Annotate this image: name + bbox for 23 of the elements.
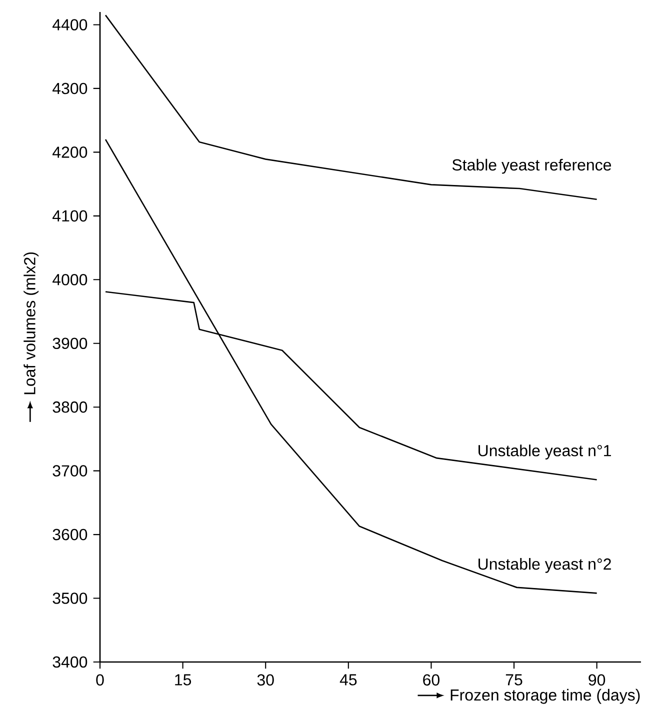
- series-label: Unstable yeast n°2: [478, 558, 611, 573]
- series-label: Unstable yeast n°1: [478, 444, 611, 460]
- y-tick-label: 4000: [52, 274, 88, 286]
- y-tick-label: 3800: [52, 401, 88, 413]
- x-tick-label: 90: [588, 674, 606, 686]
- y-tick-label: 3600: [52, 528, 88, 540]
- x-tick-label: 0: [96, 674, 104, 686]
- x-axis-title: Frozen storage time (days): [450, 688, 640, 704]
- x-tick-label: 30: [257, 674, 274, 686]
- y-tick-label: 3500: [52, 592, 88, 604]
- x-tick-label: 60: [423, 674, 440, 686]
- x-tick-label: 15: [175, 674, 192, 686]
- y-axis-title: Loaf volumes (mlx2): [24, 252, 39, 394]
- x-tick-label: 75: [506, 674, 522, 686]
- y-tick-label: 4100: [52, 210, 88, 222]
- y-tick-label: 3400: [52, 656, 88, 668]
- y-tick-label: 3900: [52, 338, 88, 350]
- y-tick-label: 4300: [52, 82, 88, 94]
- series-label: Stable yeast reference: [452, 158, 612, 174]
- y-tick-label: 4400: [52, 19, 88, 30]
- x-tick-label: 45: [340, 674, 357, 686]
- y-tick-label: 4200: [52, 146, 88, 158]
- y-tick-label: 3700: [52, 465, 88, 476]
